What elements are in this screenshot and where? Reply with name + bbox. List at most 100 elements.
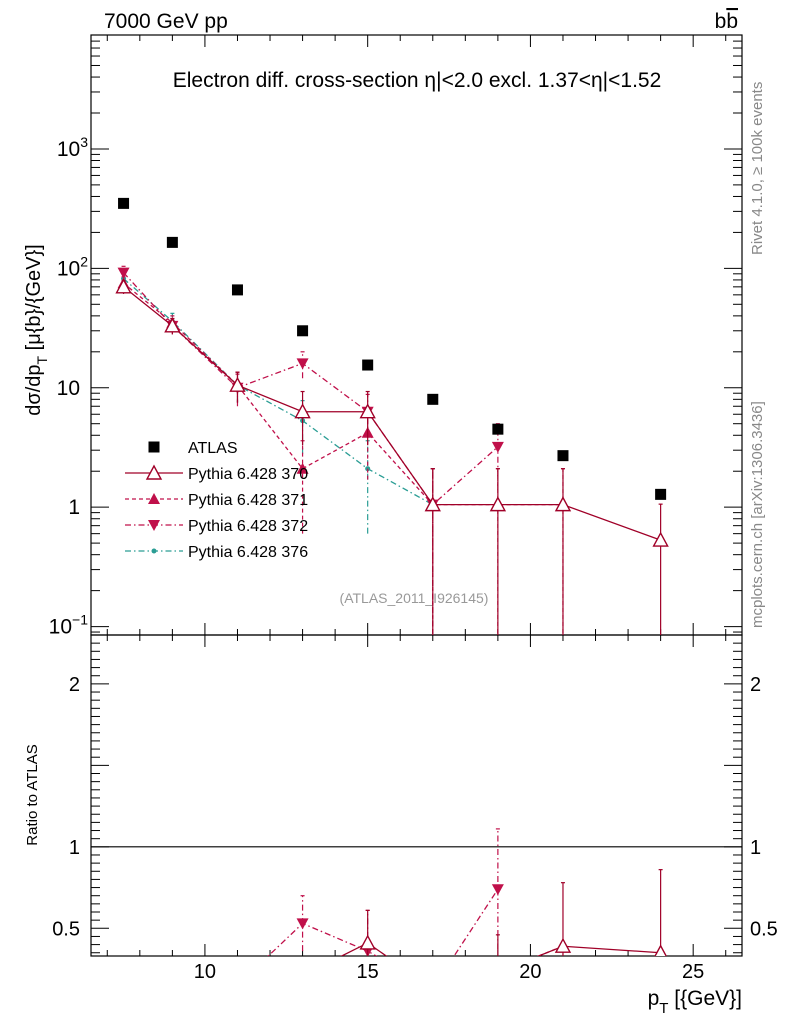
analysis-watermark: (ATLAS_2011_I926145) [340, 590, 489, 606]
data-point [164, 317, 181, 333]
data-point [118, 197, 130, 209]
ratio-point [170, 971, 175, 976]
data-point [231, 284, 243, 296]
data-point [296, 462, 309, 474]
process-label: bb [715, 10, 738, 33]
y-axis-label: dσ/dpT [μ{b}/{GeV}] [23, 244, 50, 415]
ratio-tick-label-right: 2 [750, 674, 761, 696]
y-tick-exp: −1 [72, 612, 88, 628]
legend-label: Pythia 6.428 376 [188, 544, 308, 561]
legend-item: Pythia 6.428 376 [125, 544, 308, 561]
ratio-point [121, 970, 126, 975]
data-point [229, 376, 246, 392]
legend-marker [148, 441, 160, 453]
ratio-line [267, 888, 499, 956]
data-point [359, 403, 376, 419]
ratio-series-pythia-6-428-370 [296, 869, 667, 995]
y-tick-label: 10−1 [49, 612, 89, 639]
data-point [489, 496, 507, 512]
ratio-point [297, 992, 309, 1003]
data-point [557, 450, 569, 462]
legend-marker [148, 520, 160, 531]
ratio-point [491, 884, 504, 896]
ratio-point [166, 970, 178, 981]
ratio-point [296, 918, 309, 930]
chart-title: Electron diff. cross-section η|<2.0 excl… [173, 69, 662, 92]
x-axis-label: pT [{GeV}] [648, 987, 742, 1017]
ratio-point [118, 970, 130, 981]
ratio-tick-label-right: 0.5 [750, 918, 778, 940]
legend-label: Pythia 6.428 371 [188, 492, 308, 509]
data-point [296, 358, 309, 370]
x-tick-label: 10 [194, 961, 216, 983]
ratio-point [231, 980, 243, 991]
x-tick-label: 20 [519, 961, 541, 983]
data-point [297, 325, 309, 337]
legend-marker [151, 548, 157, 554]
series-atlas [118, 197, 667, 500]
ratio-point [654, 944, 667, 956]
collision-label: 7000 GeV pp [104, 10, 228, 33]
ratio-tick-label-right: 1 [750, 837, 761, 859]
y-tick-label: 10 [57, 377, 80, 400]
x-tick-label: 25 [682, 961, 704, 983]
y-tick-label: 102 [57, 253, 88, 280]
y-tick-base: 10 [57, 377, 80, 400]
ratio-axis-label: Ratio to ATLAS [24, 744, 41, 845]
data-point [491, 441, 504, 453]
ratio-point [491, 965, 505, 978]
legend-item: Pythia 6.428 371 [125, 492, 308, 509]
ratio-tick-label: 0.5 [52, 918, 80, 940]
data-point [424, 496, 441, 512]
y-tick-base: 1 [68, 496, 80, 519]
data-point [655, 488, 667, 500]
ratio-point [365, 984, 370, 989]
series-pythia-6-428-372 [117, 265, 504, 635]
ratio-line [536, 945, 564, 956]
ratio-point [296, 969, 310, 982]
ratio-tick-label: 1 [69, 837, 80, 859]
rivet-info: Rivet 4.1.0, ≥ 100k events [749, 82, 766, 255]
y-tick-base: 10 [49, 616, 72, 639]
data-point [554, 496, 572, 512]
data-point [117, 267, 130, 279]
legend-label: ATLAS [188, 440, 238, 457]
data-point [492, 423, 504, 435]
ratio-point [427, 983, 439, 994]
ratio-series-pythia-6-428-371 [118, 940, 569, 1003]
series-line [123, 278, 434, 506]
data-point [166, 236, 178, 248]
ratio-point [492, 966, 504, 977]
y-tick-base: 10 [57, 257, 80, 280]
legend-item: Pythia 6.428 370 [125, 464, 308, 483]
ratio-point [426, 982, 440, 995]
data-point [362, 359, 374, 371]
ratio-point [235, 981, 240, 986]
legend-label: Pythia 6.428 372 [188, 518, 308, 535]
data-point [115, 278, 132, 294]
y-tick-exp: 2 [80, 253, 88, 269]
x-tick-label: 15 [357, 961, 379, 983]
ratio-point [427, 984, 439, 995]
ratio-point [231, 978, 243, 989]
legend: ATLAS Pythia 6.428 370 Pythia 6.428 371 Pyt… [125, 440, 308, 561]
series-line [123, 272, 499, 506]
ratio-point [430, 986, 435, 991]
legend-item: Pythia 6.428 372 [125, 518, 308, 535]
main-data-layer [115, 197, 669, 635]
axis-ticks [91, 34, 742, 956]
data-point [294, 403, 311, 419]
ratio-series-pythia-6-428-376 [121, 970, 435, 991]
ratio-point [554, 937, 572, 953]
ratio-panel-frame [90, 634, 743, 957]
legend-marker [148, 493, 160, 504]
y-tick-base: 10 [57, 138, 80, 161]
ratio-point [359, 934, 376, 950]
ratio-series-pythia-6-428-372 [118, 828, 504, 995]
y-tick-label: 103 [57, 134, 88, 161]
mcplots-info: mcplots.cern.ch [arXiv:1306.3436] [749, 401, 766, 628]
legend-marker [145, 464, 163, 480]
ratio-point [118, 962, 130, 973]
